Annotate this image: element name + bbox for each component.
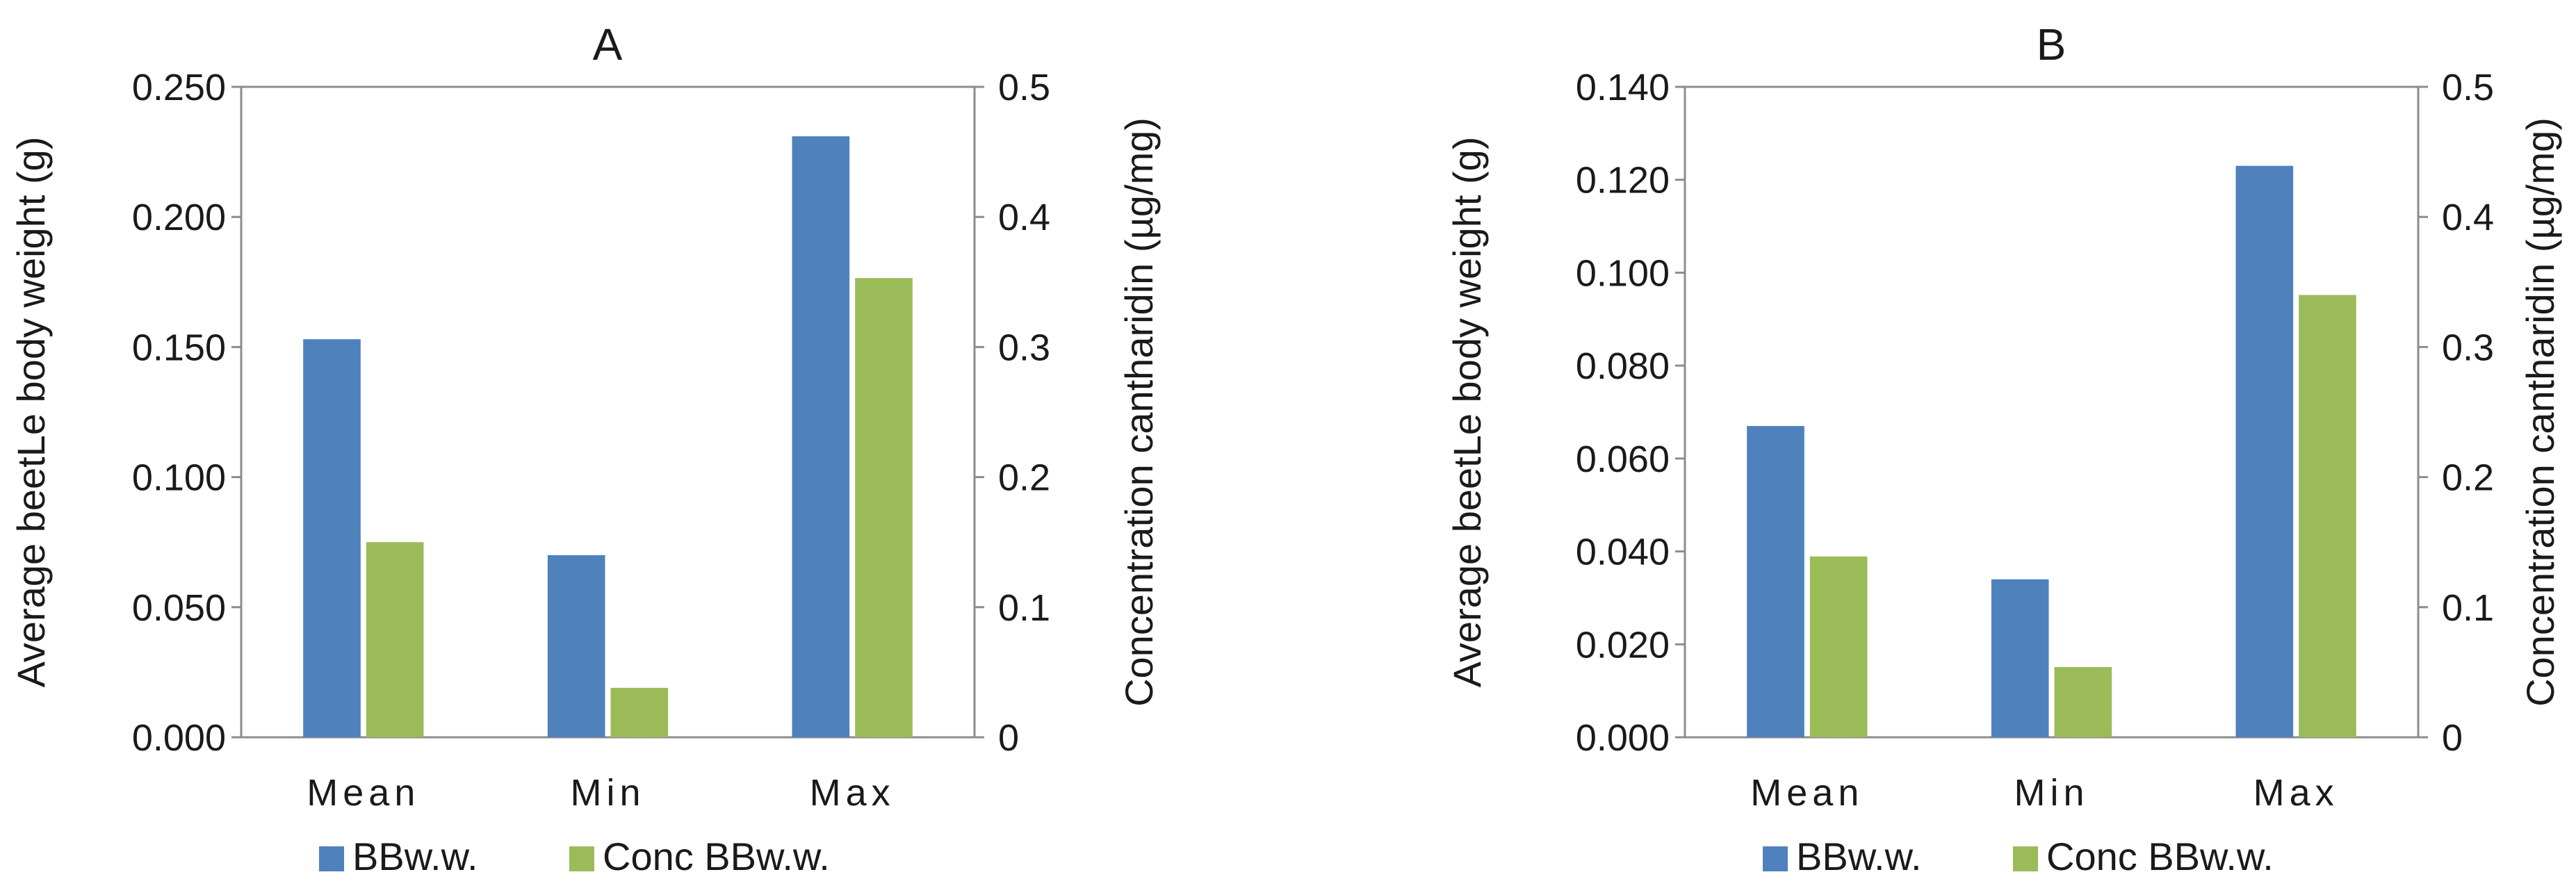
chart-title-b: B	[2037, 19, 2066, 69]
bar-min-series-1	[1991, 579, 2049, 737]
bars-b	[1747, 165, 2356, 737]
bar-max-series-1	[2235, 165, 2294, 737]
bar-mean-series-2	[1809, 556, 1868, 737]
bar-min-series-1	[547, 555, 605, 737]
bar-max-series-2	[855, 278, 913, 738]
legend-b: BBw.w. Conc BBw.w.	[1763, 835, 2274, 878]
y-tick-label: 0.080	[1576, 345, 1670, 387]
y-tick-label: 0.000	[132, 717, 226, 759]
y-tick-label-right: 0	[2442, 717, 2463, 759]
bar-mean-series-1	[1747, 426, 1804, 737]
y-tick-label: 0.000	[1576, 717, 1670, 759]
x-axis-b: Mean Min Max	[1750, 772, 2339, 814]
x-tick-label: Mean	[1750, 772, 1864, 814]
bar-min-series-2	[610, 687, 669, 737]
y-axis-title-left-a: Average beetLe body weight (g)	[9, 137, 53, 688]
bar-mean-series-2	[366, 542, 424, 737]
y-tick-label: 0.050	[132, 587, 226, 629]
y-axis-right-b: 0 0.1 0.2 0.3 0.4 0.5	[2418, 67, 2494, 759]
x-tick-label: Mean	[307, 772, 420, 814]
y-tick-label: 0.140	[1576, 67, 1670, 108]
y-tick-label-right: 0.1	[998, 587, 1050, 629]
plot-area-b	[1684, 85, 2420, 739]
chart-panel-b: B Average beetLe body weight (g) Concent…	[1445, 19, 2562, 878]
y-tick-label: 0.120	[1576, 160, 1670, 202]
x-tick-label: Min	[570, 772, 645, 814]
bar-mean-series-1	[303, 339, 361, 738]
x-tick-label: Max	[810, 772, 895, 814]
y-tick-label-right: 0.2	[998, 457, 1050, 499]
y-tick-label-right: 0	[998, 717, 1019, 759]
y-tick-label: 0.150	[132, 327, 226, 368]
y-tick-label: 0.020	[1576, 624, 1670, 666]
y-tick-label-right: 0.1	[2442, 587, 2494, 629]
y-tick-label: 0.100	[1576, 252, 1670, 294]
legend-label: Conc BBw.w.	[2046, 835, 2274, 878]
y-tick-label: 0.200	[132, 197, 226, 238]
y-tick-label-right: 0.5	[2442, 67, 2494, 108]
y-tick-label: 0.040	[1576, 532, 1670, 573]
legend-label: BBw.w.	[1796, 835, 1922, 878]
y-axis-title-right-a: Concentration cantharidin (µg/mg)	[1117, 117, 1161, 707]
y-tick-label: 0.100	[132, 457, 226, 499]
y-tick-label-right: 0.2	[2442, 457, 2494, 499]
y-tick-label-right: 0.3	[998, 327, 1050, 368]
y-tick-label-right: 0.3	[2442, 327, 2494, 368]
y-axis-left-b: 0.000 0.020 0.040 0.060 0.080 0.100 0.120 0.140	[1576, 67, 1685, 759]
y-tick-label: 0.250	[132, 67, 226, 108]
x-axis-a: Mean Min Max	[307, 772, 895, 814]
y-axis-title-left-b: Average beetLe body weight (g)	[1445, 137, 1489, 688]
legend-swatch	[1763, 846, 1788, 871]
y-axis-left-a: 0.000 0.050 0.100 0.150 0.200 0.250	[132, 67, 241, 759]
y-axis-right-a: 0 0.1 0.2 0.3 0.4 0.5	[975, 67, 1050, 759]
bar-max-series-1	[792, 136, 850, 738]
y-tick-label-right: 0.4	[2442, 197, 2494, 238]
x-tick-label: Max	[2253, 772, 2339, 814]
chart-panel-a: A Average beetLe body weight (g) Concent…	[9, 19, 1161, 878]
legend-swatch	[2013, 846, 2038, 871]
y-tick-label: 0.060	[1576, 438, 1670, 480]
legend-a: BBw.w. Conc BBw.w.	[319, 835, 830, 878]
chart-title-a: A	[593, 19, 623, 69]
bars-a	[303, 136, 913, 738]
y-tick-label-right: 0.4	[998, 197, 1050, 238]
y-axis-title-right-b: Concentration cantharidin (µg/mg)	[2518, 117, 2562, 707]
bar-max-series-2	[2299, 295, 2356, 737]
x-tick-label: Min	[2014, 772, 2089, 814]
y-tick-label-right: 0.5	[998, 67, 1050, 108]
plot-area-a	[240, 85, 976, 739]
legend-label: BBw.w.	[352, 835, 478, 878]
legend-label: Conc BBw.w.	[603, 835, 830, 878]
bar-min-series-2	[2054, 666, 2112, 737]
legend-swatch	[569, 846, 594, 871]
legend-swatch	[319, 846, 344, 871]
